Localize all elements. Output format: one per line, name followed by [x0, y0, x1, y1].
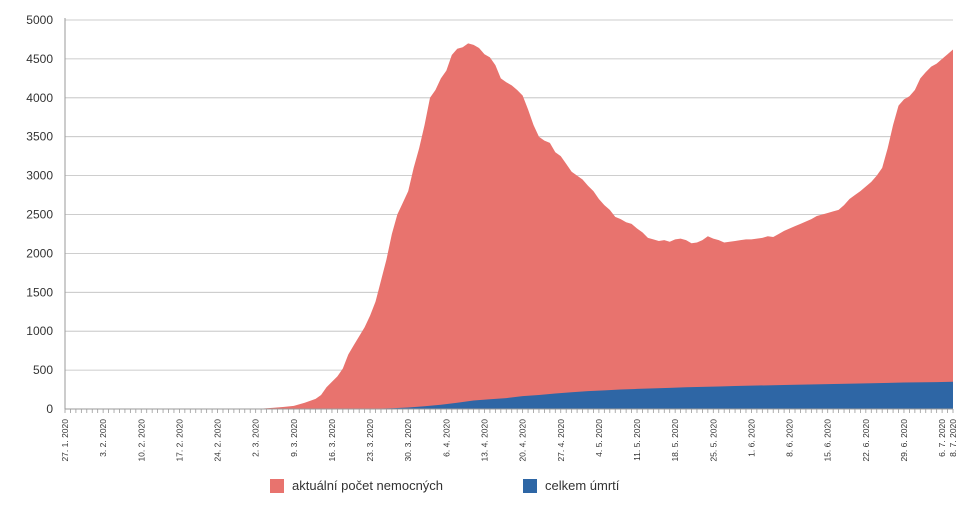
x-tick-label: 16. 3. 2020 [327, 419, 337, 462]
x-tick-label: 15. 6. 2020 [823, 419, 833, 462]
x-tick-label: 20. 4. 2020 [518, 419, 528, 462]
x-tick-label: 8. 7. 2020 [948, 419, 958, 457]
legend-swatch-cases [270, 478, 284, 493]
x-tick-label: 8. 6. 2020 [785, 419, 795, 457]
x-tick-label: 30. 3. 2020 [403, 419, 413, 462]
legend-label-cases: aktuální počet nemocných [292, 478, 444, 493]
x-tick-label: 6. 4. 2020 [441, 419, 451, 457]
x-tick-label: 2. 3. 2020 [251, 419, 261, 457]
x-tick-label: 18. 5. 2020 [670, 419, 680, 462]
area-series-deaths [65, 381, 953, 409]
y-tick-label: 4500 [26, 52, 53, 66]
x-tick-labels: 27. 1. 2020 3. 2. 2020 10. 2. 2020 17. 2. 2… [60, 419, 958, 462]
legend-label-deaths: celkem úmrtí [545, 478, 620, 493]
chart-areas [65, 43, 953, 410]
x-tick-label: 27. 4. 2020 [556, 419, 566, 462]
x-tick-label: 23. 3. 2020 [365, 419, 375, 462]
x-tick-label: 29. 6. 2020 [899, 419, 909, 462]
x-tick-label: 3. 2. 2020 [98, 419, 108, 457]
legend-item-cases: aktuální počet nemocných [270, 478, 443, 493]
y-tick-label: 3500 [26, 130, 53, 144]
y-tick-label: 1000 [26, 324, 53, 338]
x-tick-label: 4. 5. 2020 [594, 419, 604, 457]
y-tick-label: 2000 [26, 246, 53, 260]
x-tick-label: 13. 4. 2020 [479, 419, 489, 462]
x-tick-label: 6. 7. 2020 [937, 419, 947, 457]
x-tick-label: 17. 2. 2020 [174, 419, 184, 462]
x-tick-label: 9. 3. 2020 [289, 419, 299, 457]
legend-swatch-deaths [523, 478, 537, 493]
x-tick-label: 11. 5. 2020 [632, 419, 642, 461]
axes [64, 18, 954, 413]
area-series-cases [65, 43, 953, 410]
y-tick-labels: 0 500 1000 1500 2000 2500 3000 3500 4000 4500 5000 [26, 13, 53, 416]
x-tick-label: 1. 6. 2020 [746, 419, 756, 457]
legend-item-deaths: celkem úmrtí [523, 478, 619, 493]
x-tick-label: 10. 2. 2020 [136, 419, 146, 462]
y-tick-label: 1500 [26, 285, 53, 299]
area-chart: 0 500 1000 1500 2000 2500 3000 3500 4000 4500 5000… [26, 13, 958, 462]
y-tick-label: 3000 [26, 169, 53, 183]
legend: aktuální počet nemocných celkem úmrtí [0, 478, 980, 498]
x-tick-label: 25. 5. 2020 [708, 419, 718, 462]
x-tick-label: 24. 2. 2020 [213, 419, 223, 462]
y-tick-label: 500 [33, 363, 53, 377]
y-tick-label: 0 [46, 402, 53, 416]
x-tick-label: 27. 1. 2020 [60, 419, 70, 462]
y-tick-label: 5000 [26, 13, 53, 27]
x-tick-label: 22. 6. 2020 [861, 419, 871, 462]
y-tick-label: 4000 [26, 91, 53, 105]
y-tick-label: 2500 [26, 208, 53, 222]
